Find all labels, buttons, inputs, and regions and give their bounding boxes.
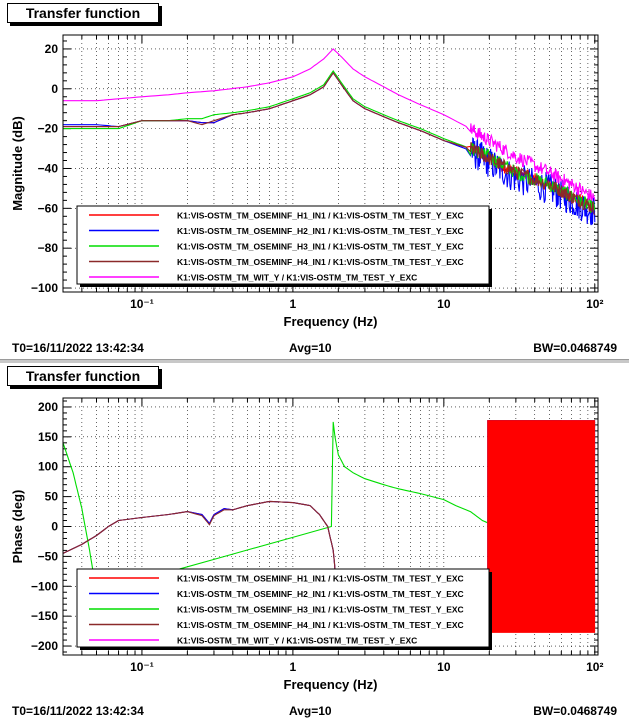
phase-x-tick-label: 1 — [290, 660, 297, 674]
magnitude-y-tick-label: 20 — [45, 42, 59, 56]
magnitude-y-tick-label: −20 — [38, 122, 59, 136]
phase-y-tick-label: 0 — [51, 520, 58, 534]
magnitude-y-tick-label: −40 — [38, 161, 59, 175]
magnitude-legend-label-2: K1:VIS-OSTM_TM_OSEMINF_H2_IN1 / K1:VIS-O… — [177, 226, 464, 236]
phase-pane: 200 150 100 50 0 −50 −100 −150 −200 10⁻¹ 1 10 10² Fre… — [0, 363, 629, 723]
magnitude-y-tick-label: −60 — [38, 201, 59, 215]
phase-y-tick-label: 200 — [38, 400, 58, 414]
phase-x-tick-label: 10 — [437, 660, 451, 674]
magnitude-bw-label: BW=0.0468749 — [533, 341, 617, 355]
magnitude-y-tick-label: −100 — [31, 281, 58, 295]
phase-legend-box — [76, 568, 490, 648]
magnitude-legend: K1:VIS-OSTM_TM_OSEMINF_H1_IN1 / K1:VIS-O… — [76, 205, 492, 287]
phase-legend-label-2: K1:VIS-OSTM_TM_OSEMINF_H2_IN1 / K1:VIS-O… — [177, 589, 464, 599]
phase-y-tick-label: 150 — [38, 430, 58, 444]
magnitude-avg-label: Avg=10 — [289, 341, 332, 355]
phase-chart: 200 150 100 50 0 −50 −100 −150 −200 10⁻¹ 1 10 10² Fre… — [10, 397, 603, 692]
magnitude-legend-box — [76, 205, 490, 285]
phase-legend-label-5: K1:VIS-OSTM_TM_WIT_Y / K1:VIS-OSTM_TM_TE… — [177, 636, 417, 646]
magnitude-title: Transfer function — [7, 3, 159, 23]
phase-y-tick-label: −150 — [31, 609, 58, 623]
phase-y-tick-label: 50 — [45, 490, 59, 504]
magnitude-x-tick-label: 1 — [290, 297, 297, 311]
phase-title: Transfer function — [7, 366, 159, 386]
magnitude-series-line-5 — [63, 48, 596, 201]
magnitude-t0-label: T0=16/11/2022 13:42:34 — [12, 341, 144, 355]
phase-legend-label-4: K1:VIS-OSTM_TM_OSEMINF_H4_IN1 / K1:VIS-O… — [177, 620, 464, 630]
magnitude-x-tick-label: 10² — [586, 297, 603, 311]
phase-x-tick-label: 10⁻¹ — [130, 660, 154, 674]
phase-x-axis-label: Frequency (Hz) — [284, 677, 378, 692]
phase-noise-series-1 — [487, 420, 596, 633]
magnitude-series-line-4 — [63, 71, 596, 216]
magnitude-legend-label-3: K1:VIS-OSTM_TM_OSEMINF_H3_IN1 / K1:VIS-O… — [177, 242, 464, 252]
phase-series-line-4 — [63, 500, 341, 617]
magnitude-legend-label-4: K1:VIS-OSTM_TM_OSEMINF_H4_IN1 / K1:VIS-O… — [177, 257, 464, 267]
phase-legend: K1:VIS-OSTM_TM_OSEMINF_H1_IN1 / K1:VIS-O… — [76, 568, 492, 650]
phase-x-tick-label: 10² — [586, 660, 603, 674]
magnitude-x-tick-label: 10⁻¹ — [130, 297, 154, 311]
phase-y-axis-label: Phase (deg) — [10, 490, 25, 564]
magnitude-frame — [62, 34, 599, 293]
phase-series-line-3 — [63, 421, 490, 593]
phase-y-tick-label: −200 — [31, 639, 58, 653]
phase-frame — [62, 397, 599, 656]
magnitude-series — [63, 48, 596, 226]
magnitude-legend-label-1: K1:VIS-OSTM_TM_OSEMINF_H1_IN1 / K1:VIS-O… — [177, 211, 464, 221]
phase-series — [63, 420, 596, 633]
magnitude-chart: 20 0 −20 −40 −60 −80 −100 10⁻¹ 1 10 10² Frequency (… — [10, 34, 603, 329]
phase-avg-label: Avg=10 — [289, 704, 332, 718]
magnitude-pane: 20 0 −20 −40 −60 −80 −100 10⁻¹ 1 10 10² Frequency (… — [0, 0, 629, 360]
magnitude-y-axis-label: Magnitude (dB) — [10, 116, 25, 211]
magnitude-y-tick-label: 0 — [51, 82, 58, 96]
phase-legend-label-1: K1:VIS-OSTM_TM_OSEMINF_H1_IN1 / K1:VIS-O… — [177, 574, 464, 584]
magnitude-y-tick-label: −80 — [38, 241, 59, 255]
phase-legend-label-3: K1:VIS-OSTM_TM_OSEMINF_H3_IN1 / K1:VIS-O… — [177, 605, 464, 615]
phase-y-tick-label: −50 — [38, 549, 59, 563]
phase-y-tick-label: 100 — [38, 460, 58, 474]
phase-bw-label: BW=0.0468749 — [533, 704, 617, 718]
phase-wrap-noise — [487, 420, 596, 633]
magnitude-legend-label-5: K1:VIS-OSTM_TM_WIT_Y / K1:VIS-OSTM_TM_TE… — [177, 273, 417, 283]
magnitude-x-tick-label: 10 — [437, 297, 451, 311]
phase-y-tick-label: −100 — [31, 579, 58, 593]
magnitude-x-axis-label: Frequency (Hz) — [284, 314, 378, 329]
phase-t0-label: T0=16/11/2022 13:42:34 — [12, 704, 144, 718]
